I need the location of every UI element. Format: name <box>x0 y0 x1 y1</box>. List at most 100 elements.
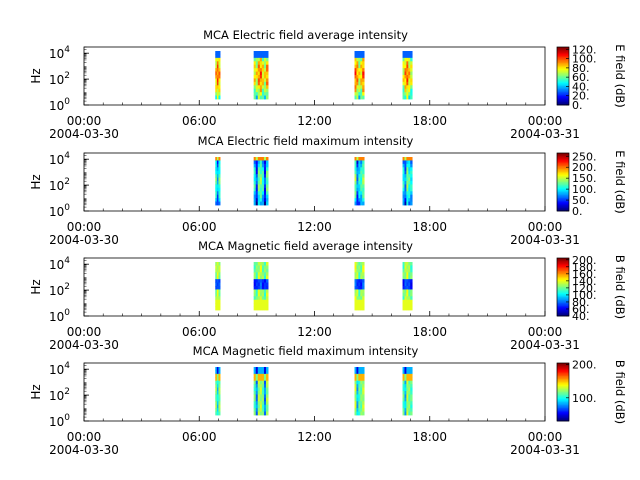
spectrogram-cell <box>358 194 361 199</box>
y-tick-label: 104 <box>49 45 70 61</box>
spectrogram-cell <box>354 268 357 273</box>
spectrogram-cell <box>216 306 219 311</box>
spectrogram-cell <box>354 163 357 168</box>
spectrogram-cell <box>406 160 409 165</box>
spectrogram-cell <box>354 187 357 192</box>
spectrogram-cell <box>261 275 265 280</box>
spectrogram-cell <box>263 286 267 290</box>
spectrogram-cell <box>263 170 267 175</box>
spectrogram-cell <box>406 54 409 59</box>
spectrogram-cell <box>408 57 411 62</box>
spectrogram-cell <box>255 391 259 395</box>
spectrogram-cell <box>356 370 359 375</box>
spectrogram-cell <box>406 201 409 206</box>
spectrogram-cell <box>216 51 219 55</box>
spectrogram-cell <box>402 306 405 311</box>
colorbar-swatch <box>557 311 569 314</box>
spectrogram-cell <box>263 367 267 371</box>
spectrogram-cell <box>257 174 261 178</box>
spectrogram-cell <box>354 394 357 399</box>
spectrogram-cell <box>257 184 261 189</box>
spectrogram-cell <box>408 194 411 199</box>
colorbar-swatch <box>557 62 569 65</box>
spectrogram-cell <box>408 71 411 76</box>
colorbar-swatch <box>557 405 569 407</box>
spectrogram-cell <box>354 194 357 199</box>
spectrogram-cell <box>360 408 363 412</box>
spectrogram-cell <box>261 85 265 90</box>
spectrogram-cell <box>354 404 357 409</box>
spectrogram-cell <box>360 286 363 290</box>
spectrogram-cell <box>356 303 359 307</box>
spectrogram-cell <box>253 394 257 399</box>
spectrogram-cell <box>356 262 359 266</box>
spectrogram-cell <box>266 157 269 161</box>
spectrogram-cell <box>406 282 409 287</box>
spectrogram-cell <box>408 64 411 69</box>
spectrogram-cell <box>354 81 357 86</box>
colorbar-swatch <box>557 84 569 87</box>
spectrogram-cell <box>259 184 263 189</box>
spectrogram-cell <box>408 174 411 178</box>
spectrogram-cell <box>362 394 365 399</box>
spectrogram-cell <box>360 272 363 277</box>
spectrogram-cell <box>216 262 219 266</box>
spectrogram-cell <box>358 163 361 168</box>
spectrogram-cell <box>255 262 259 266</box>
spectrogram-cell <box>362 194 365 199</box>
colorbar-swatch <box>557 68 569 71</box>
spectrogram-cell <box>255 71 259 76</box>
spectrogram-cell <box>360 191 363 196</box>
colorbar-swatch <box>557 93 569 96</box>
spectrogram-cell <box>406 88 409 93</box>
spectrogram-cell <box>358 78 361 83</box>
spectrogram-cell <box>354 408 357 412</box>
spectrogram-cell <box>354 198 357 202</box>
colorbar-tick-label: 140. <box>572 275 597 288</box>
spectrogram-cell <box>261 391 265 395</box>
spectrogram-cell <box>402 184 405 189</box>
spectrogram-cell <box>406 391 409 395</box>
spectrogram-cell <box>257 85 261 90</box>
spectrogram-cell <box>218 268 221 273</box>
axes-frame <box>83 257 546 317</box>
spectrogram-cell <box>266 181 269 185</box>
spectrogram-cell <box>215 275 218 280</box>
spectrogram-cell <box>354 157 357 161</box>
spectrogram-cell <box>253 88 257 93</box>
spectrogram-cell <box>263 174 267 178</box>
x-date-label-end: 2004-03-31 <box>510 443 580 457</box>
spectrogram-cell <box>263 373 267 378</box>
spectrogram-cell <box>257 68 261 72</box>
spectrogram-cell <box>266 61 269 66</box>
spectrogram-cell <box>263 201 267 206</box>
colorbar-swatch <box>557 94 569 97</box>
spectrogram-cell <box>356 411 359 416</box>
spectrogram-cell <box>215 272 218 277</box>
spectrogram-cell <box>263 160 267 165</box>
spectrogram-cell <box>215 78 218 83</box>
spectrogram-cell <box>354 71 357 76</box>
spectrogram-cell <box>253 75 257 79</box>
spectrogram-cell <box>216 411 219 416</box>
spectrogram-cell <box>255 54 259 59</box>
spectrogram-cell <box>263 71 267 76</box>
spectrogram-cell <box>263 57 267 62</box>
colorbar-swatch <box>557 91 569 94</box>
colorbar-swatch <box>557 389 569 391</box>
spectrogram-cell <box>404 157 407 161</box>
spectrogram-cell <box>354 167 357 172</box>
spectrogram-cell <box>255 177 259 182</box>
spectrogram-cell <box>356 187 359 192</box>
spectrogram-cell <box>360 387 363 392</box>
spectrogram-cell <box>362 187 365 192</box>
spectrogram-cell <box>257 303 261 307</box>
colorbar-swatch <box>557 381 569 384</box>
colorbar-swatch <box>557 195 569 197</box>
spectrogram-cell <box>257 262 261 266</box>
spectrogram-cell <box>410 78 413 83</box>
spectrogram-cell <box>261 384 265 388</box>
colorbar-swatch <box>557 99 569 102</box>
spectrogram-cell <box>257 394 261 399</box>
